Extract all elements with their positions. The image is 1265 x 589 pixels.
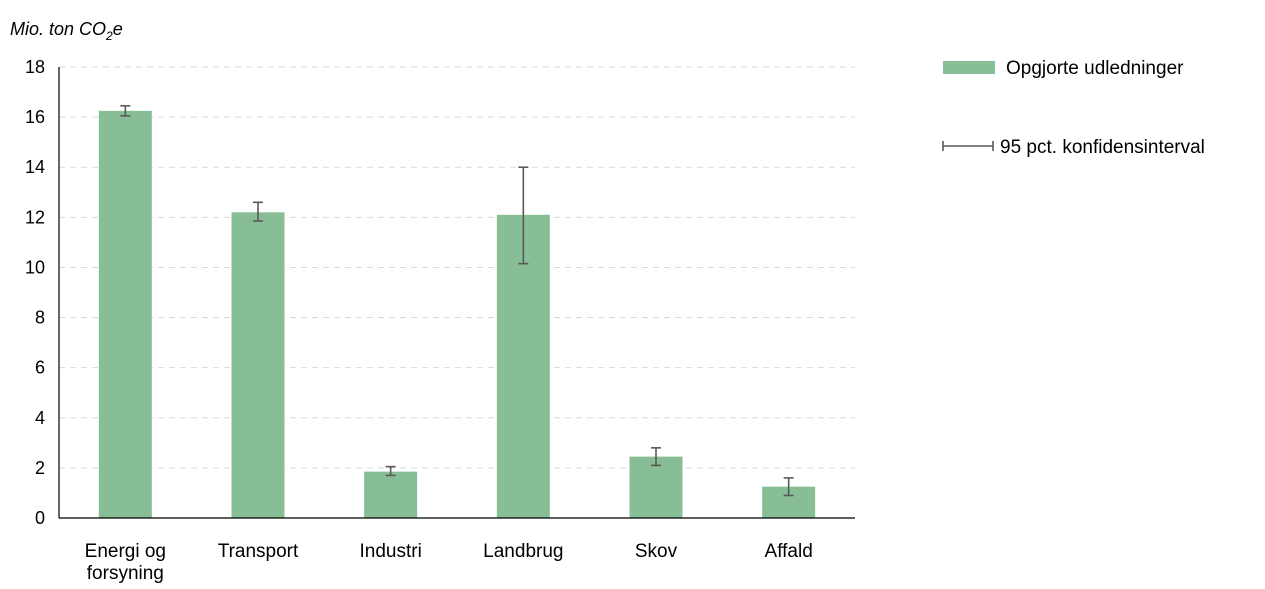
bar [496,214,550,519]
error-bars [120,105,794,497]
y-tick-label: 8 [35,308,45,328]
error-bar [651,447,661,467]
x-tick-label: Industri [360,541,422,562]
error-bar [120,105,131,117]
y-tick-label: 12 [25,207,45,227]
y-tick-label: 4 [35,408,45,428]
y-tick-label: 10 [25,257,45,277]
error-bar [253,201,263,222]
x-tick-label: Affald [765,541,813,562]
axes [58,67,855,519]
x-tick-labels: Energi og forsyning Transport Industri Landb… [85,541,813,584]
y-tick-label: 0 [35,508,45,528]
x-tick-label: Skov [635,541,678,562]
legend-label-error: 95 pct. konfidensinterval [1000,137,1205,158]
y-tick-label: 14 [25,157,45,177]
y-axis-label-main: Mio. ton CO [10,19,106,39]
error-bar [783,477,794,497]
legend-swatch-error [942,141,994,151]
y-axis-label-subscript: 2 [105,29,113,43]
bar [629,456,683,518]
bars [98,110,816,519]
legend: Opgjorte udledninger 95 pct. konfidensin… [942,58,1205,158]
y-tick-label: 16 [25,107,45,127]
x-tick-label: Landbrug [483,541,563,562]
error-bar [518,166,529,265]
y-axis-label-tail: e [113,19,123,39]
x-tick-label: Energi og forsyning [85,541,166,584]
y-axis-label: Mio. ton CO2e [10,19,123,43]
bar [98,110,152,518]
error-bar [385,465,396,477]
y-tick-labels: 0 2 4 6 8 10 12 14 16 18 [25,57,45,528]
legend-label-bars: Opgjorte udledninger [1006,58,1184,79]
gridlines [59,66,855,469]
y-tick-label: 6 [35,358,45,378]
legend-swatch-bars [943,61,995,74]
bar [364,471,418,518]
bar [231,212,285,519]
y-tick-label: 18 [25,57,45,77]
y-tick-label: 2 [35,458,45,478]
x-tick-label: Transport [218,541,299,562]
